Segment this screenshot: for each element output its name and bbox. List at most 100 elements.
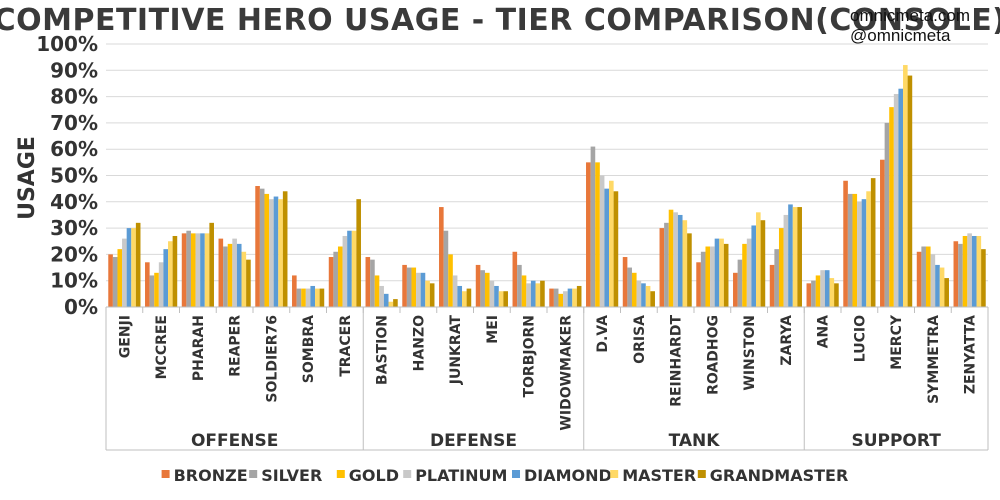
- y-axis-ticks: 0%10% 20%30%40%50% 60%70%80% 90%100%: [36, 32, 98, 319]
- bar: [402, 264, 407, 307]
- bar: [406, 267, 412, 307]
- bar: [333, 251, 338, 307]
- legend: BRONZE SILVER GOLD PLATINUM DIAMOND MASTER GRA…: [161, 466, 849, 485]
- bar: [576, 285, 582, 307]
- bar: [563, 291, 568, 307]
- bar: [181, 233, 187, 307]
- bar: [705, 246, 711, 307]
- x-tick-label: TORBJORN: [522, 315, 538, 398]
- bar: [811, 280, 816, 307]
- bar: [186, 230, 191, 307]
- bar: [466, 288, 472, 307]
- bar: [847, 193, 853, 307]
- legend-label: MASTER: [622, 466, 696, 485]
- bar: [122, 238, 127, 307]
- bar: [792, 207, 798, 307]
- bar: [452, 275, 458, 307]
- legend-swatch: [336, 470, 345, 478]
- bar: [163, 249, 169, 307]
- bar: [540, 280, 545, 307]
- group-labels: OFFENSE DEFENSE TANK SUPPORT: [191, 431, 941, 451]
- bar: [769, 264, 775, 307]
- x-tick-label: JUNKRAT: [448, 315, 464, 386]
- gridlines: [106, 43, 988, 282]
- x-tick-label: MEI: [485, 315, 501, 344]
- bar: [328, 257, 334, 307]
- bar: [149, 275, 155, 307]
- bar: [916, 251, 922, 307]
- bar: [273, 196, 279, 307]
- bar: [296, 288, 302, 307]
- bar: [218, 238, 224, 307]
- bar: [857, 201, 862, 307]
- legend-label: DIAMOND: [524, 466, 612, 485]
- y-tick-label: 0%: [64, 295, 98, 319]
- bar: [370, 259, 375, 307]
- bars: [108, 65, 986, 308]
- bar: [425, 280, 430, 307]
- bar: [742, 243, 747, 307]
- bar: [530, 280, 536, 307]
- bar: [935, 264, 940, 307]
- bar: [374, 275, 380, 307]
- y-tick-label: 30%: [50, 216, 98, 240]
- bar: [232, 238, 237, 307]
- bar: [778, 228, 784, 307]
- bar: [383, 293, 389, 307]
- y-tick-label: 100%: [36, 32, 98, 56]
- bar: [668, 209, 674, 307]
- legend-swatch: [610, 470, 619, 478]
- bar: [903, 65, 908, 307]
- bar: [549, 288, 554, 307]
- bar: [117, 249, 123, 307]
- bar: [962, 235, 968, 307]
- x-tick-label: LUCIO: [852, 315, 868, 362]
- x-tick-label: ORISA: [632, 315, 648, 364]
- bar: [512, 251, 518, 307]
- bar: [526, 283, 531, 307]
- bar: [310, 285, 316, 307]
- bar: [475, 264, 481, 307]
- x-tick-label: ANA: [816, 315, 832, 349]
- bar: [760, 220, 766, 307]
- bar: [756, 212, 761, 307]
- chart-title: COMPETITIVE HERO USAGE - TIER COMPARISON…: [0, 3, 1000, 38]
- bar: [967, 233, 972, 307]
- bar: [411, 267, 417, 307]
- bar: [429, 283, 435, 307]
- bar: [517, 264, 522, 307]
- bar: [572, 288, 577, 307]
- legend-swatch: [161, 470, 170, 478]
- x-tick-label: ZARYA: [779, 315, 795, 366]
- bar: [190, 233, 196, 307]
- legend-label: GRANDMASTER: [710, 466, 849, 485]
- legend-label: SILVER: [261, 466, 322, 485]
- twitter-handle: @omnicmeta: [850, 26, 951, 45]
- bar: [925, 246, 931, 307]
- bar: [388, 301, 394, 307]
- bar: [416, 272, 421, 307]
- x-tick-label: SYMMETRA: [926, 315, 942, 404]
- x-tick-label: REINHARDT: [669, 315, 685, 407]
- bar: [200, 233, 205, 307]
- x-tick-label: REAPER: [228, 315, 244, 377]
- bar: [622, 257, 628, 307]
- x-tick-label: SOLDIER76: [264, 315, 280, 403]
- bar: [870, 178, 876, 307]
- bar: [223, 246, 228, 307]
- bar: [673, 212, 678, 307]
- group-label: TANK: [669, 431, 721, 451]
- group-label: DEFENSE: [430, 431, 517, 451]
- x-tick-label: TRACER: [338, 315, 354, 377]
- bar: [553, 288, 559, 307]
- bar: [356, 199, 361, 307]
- bar: [112, 257, 118, 307]
- bar: [503, 291, 508, 307]
- bar: [723, 243, 729, 307]
- bar: [714, 238, 720, 307]
- bar: [145, 262, 150, 307]
- bar: [567, 288, 573, 307]
- x-tick-label: ZENYATTA: [963, 315, 979, 394]
- bar: [820, 270, 825, 307]
